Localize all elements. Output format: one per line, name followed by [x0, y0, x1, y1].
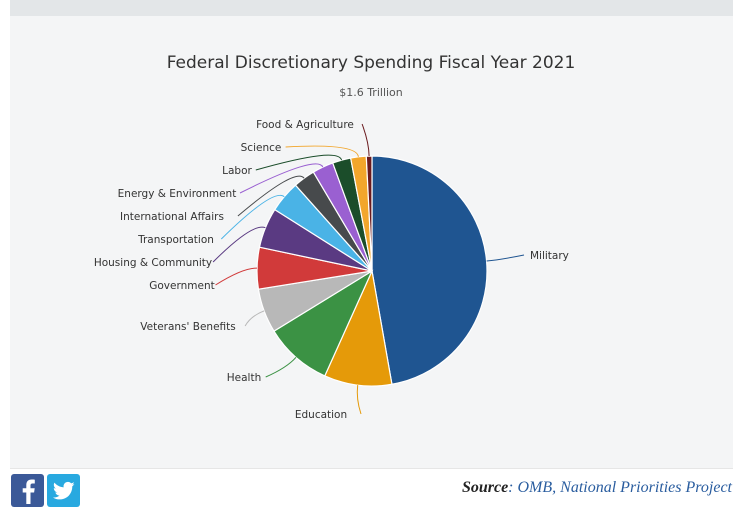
top-strip [10, 0, 733, 16]
slice-label: Veterans' Benefits [140, 321, 235, 333]
source-line: Source: OMB, National Priorities Project [462, 479, 732, 497]
connector-line [239, 163, 324, 194]
slice-label: Food & Agriculture [256, 119, 354, 131]
source-label: Source [461, 479, 509, 496]
connector-line [265, 356, 297, 378]
slice-label: Education [295, 409, 347, 421]
connector-line [356, 385, 362, 415]
source-separator: : [508, 479, 518, 496]
connector-line [361, 123, 370, 157]
connector-line [220, 194, 285, 240]
slice-label: Energy & Environment [118, 188, 237, 200]
connector-line [255, 154, 343, 171]
connector-line [237, 175, 305, 217]
source-separator: , [552, 479, 561, 496]
pie-chart: Federal Discretionary Spending Fiscal Ye… [94, 53, 576, 421]
pie-slice-food-agriculture[interactable] [365, 155, 373, 272]
footer-divider [10, 468, 733, 469]
twitter-share-button[interactable] [47, 474, 80, 507]
connector-line [212, 226, 266, 263]
source-link-omb[interactable]: OMB [517, 479, 553, 496]
pie-slice-military[interactable] [371, 155, 488, 385]
slice-label: Transportation [137, 234, 214, 246]
connector-line [285, 145, 359, 157]
slice-label: Science [241, 142, 282, 154]
slice-labels: Military Education Health Veterans' Benefit… [94, 119, 569, 421]
facebook-icon [22, 479, 35, 504]
slice-label: Government [149, 280, 214, 292]
slice-label: Military [530, 250, 569, 262]
chart-subtitle: $1.6 Trillion [339, 86, 403, 99]
chart-title: Federal Discretionary Spending Fiscal Ye… [167, 53, 576, 73]
connector-line [486, 254, 525, 262]
connector-line [215, 267, 258, 286]
pie-slices [256, 155, 488, 387]
slice-label: Labor [222, 165, 252, 177]
slice-label: Health [227, 372, 261, 384]
slice-label: Housing & Community [94, 257, 212, 269]
slice-label: International Affairs [120, 211, 224, 223]
label-connectors [212, 123, 525, 415]
chart-panel: Federal Discretionary Spending Fiscal Ye… [10, 16, 733, 468]
facebook-share-button[interactable] [11, 474, 44, 507]
twitter-icon [52, 481, 75, 499]
source-link-npp[interactable]: National Priorities Project [560, 479, 732, 496]
connector-line [244, 310, 265, 327]
